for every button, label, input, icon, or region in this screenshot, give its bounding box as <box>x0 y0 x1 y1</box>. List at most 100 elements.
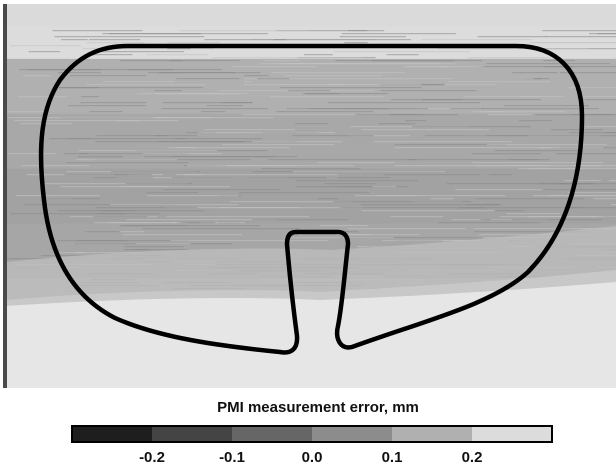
scan-line <box>74 252 144 254</box>
scan-line <box>495 150 582 152</box>
scan-line <box>162 102 253 104</box>
colorbar-tick-label: 0.2 <box>462 449 483 466</box>
scan-line <box>79 153 143 155</box>
scan-line <box>86 84 206 86</box>
scan-line <box>176 174 204 176</box>
scan-line <box>467 57 551 59</box>
scan-line <box>512 219 603 221</box>
scan-line <box>69 75 147 77</box>
scan-line <box>161 108 268 110</box>
scan-line <box>7 153 57 155</box>
scan-line <box>80 102 147 104</box>
colorbar-bin-1 <box>72 426 152 442</box>
scan-line <box>78 150 218 152</box>
error-map-light-region <box>6 270 616 388</box>
scan-line <box>303 54 333 56</box>
scan-line <box>252 219 348 221</box>
scan-line <box>539 147 616 149</box>
scan-line <box>464 96 564 98</box>
colorbar-title: PMI measurement error, mm <box>217 399 419 416</box>
map-left-edge <box>3 4 7 388</box>
scan-line <box>292 171 445 173</box>
scan-line <box>509 159 540 161</box>
scan-line <box>204 39 286 41</box>
scan-line <box>244 84 380 86</box>
scan-line <box>394 165 551 167</box>
scan-line <box>339 36 406 38</box>
scan-line <box>473 228 593 230</box>
scan-line <box>608 180 616 182</box>
scan-line <box>340 207 486 209</box>
scan-line <box>142 228 301 230</box>
scan-line <box>341 33 456 35</box>
scan-line <box>117 120 179 122</box>
error-map <box>6 4 616 388</box>
scan-line <box>380 90 477 92</box>
scan-line <box>455 189 545 191</box>
scan-line <box>512 72 558 74</box>
scan-line <box>487 144 607 146</box>
scan-line <box>551 129 604 131</box>
scan-line <box>119 225 260 227</box>
scan-line <box>459 207 584 209</box>
scan-line <box>473 111 505 113</box>
scan-line <box>471 153 541 155</box>
scan-line <box>52 30 143 32</box>
scan-line <box>568 132 616 134</box>
scan-line <box>153 135 198 137</box>
scan-line <box>158 72 236 74</box>
scan-line <box>201 111 226 113</box>
scan-line <box>94 51 184 53</box>
scan-line <box>372 186 397 188</box>
scan-line <box>349 126 469 128</box>
scan-line <box>260 72 406 74</box>
scan-line <box>95 207 197 209</box>
scan-line <box>542 189 616 191</box>
scan-line <box>87 153 222 155</box>
scan-line <box>10 45 81 47</box>
scan-line <box>21 165 90 167</box>
scan-line <box>567 192 616 194</box>
scan-line <box>474 231 588 233</box>
scan-line <box>280 87 422 89</box>
scan-line <box>276 30 368 32</box>
scan-line <box>180 222 216 224</box>
scan-line <box>212 57 363 59</box>
scan-line <box>187 165 298 167</box>
scan-line <box>327 84 422 86</box>
scan-line <box>506 213 561 215</box>
scan-line <box>344 42 368 44</box>
scan-line <box>146 54 208 56</box>
scan-line <box>407 159 550 161</box>
scan-line <box>204 129 296 131</box>
scan-line <box>68 105 146 107</box>
scan-line <box>261 168 361 170</box>
scan-line <box>8 117 166 119</box>
scan-line <box>486 135 616 137</box>
scan-line <box>485 111 566 113</box>
scan-line <box>544 66 616 68</box>
scan-line <box>424 135 529 137</box>
scan-line <box>239 78 392 80</box>
scan-line <box>76 159 178 161</box>
scan-line <box>269 96 384 98</box>
scan-line <box>292 135 374 137</box>
colorbar-bin-5 <box>392 426 472 442</box>
scan-line <box>347 228 466 230</box>
scan-line <box>66 96 100 98</box>
scan-line <box>100 210 205 212</box>
scan-line <box>390 114 424 116</box>
colorbar-tick-label: -0.2 <box>139 449 165 466</box>
scan-line <box>27 69 102 71</box>
scan-line <box>518 120 553 122</box>
scan-line <box>58 87 203 89</box>
scan-line <box>333 201 472 203</box>
scan-line <box>588 33 616 35</box>
scan-line <box>405 120 427 122</box>
scan-line <box>169 60 240 62</box>
scan-line <box>176 147 290 149</box>
scan-line <box>154 90 182 92</box>
scan-line <box>86 42 145 44</box>
colorbar-ticks: -0.2 -0.1 0.0 0.1 0.2 <box>139 449 482 466</box>
